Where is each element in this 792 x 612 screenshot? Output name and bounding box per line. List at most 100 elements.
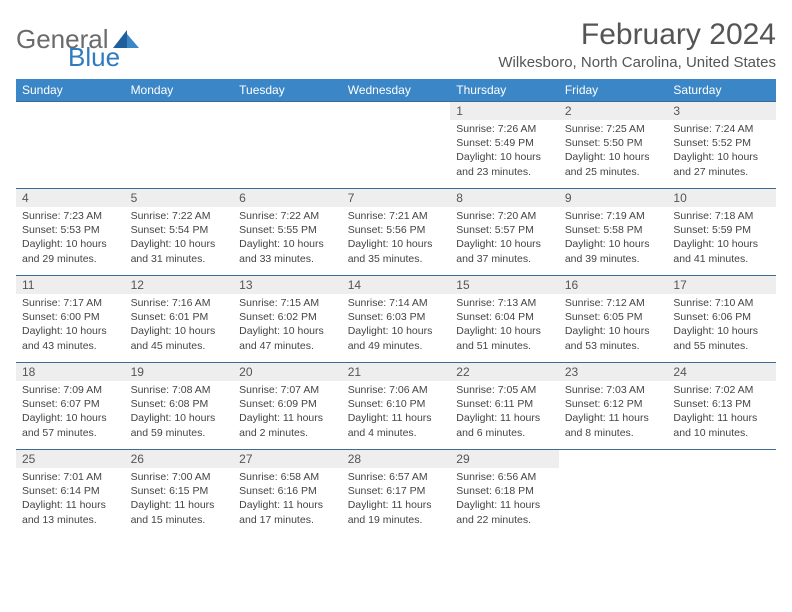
day-details: Sunrise: 7:08 AMSunset: 6:08 PMDaylight:… xyxy=(125,381,234,444)
day-header: Friday xyxy=(559,79,668,101)
sunset-text: Sunset: 5:53 PM xyxy=(22,223,119,237)
sunrise-text: Sunrise: 7:13 AM xyxy=(456,296,553,310)
daylight-text: Daylight: 10 hours and 41 minutes. xyxy=(673,237,770,265)
sunset-text: Sunset: 5:59 PM xyxy=(673,223,770,237)
logo: General Blue xyxy=(16,18,141,55)
day-cell: 10 Sunrise: 7:18 AMSunset: 5:59 PMDayligh… xyxy=(667,189,776,275)
day-number: 18 xyxy=(16,363,125,381)
day-cell xyxy=(342,102,451,188)
day-cell: 7Sunrise: 7:21 AMSunset: 5:56 PMDaylight… xyxy=(342,189,451,275)
day-cell: 21Sunrise: 7:06 AMSunset: 6:10 PMDayligh… xyxy=(342,363,451,449)
sunset-text: Sunset: 6:07 PM xyxy=(22,397,119,411)
sunrise-text: Sunrise: 7:26 AM xyxy=(456,122,553,136)
day-details: Sunrise: 7:15 AMSunset: 6:02 PMDaylight:… xyxy=(233,294,342,357)
day-details: Sunrise: 7:26 AMSunset: 5:49 PMDaylight:… xyxy=(450,120,559,183)
day-details: Sunrise: 7:10 AMSunset: 6:06 PMDaylight:… xyxy=(667,294,776,357)
daylight-text: Daylight: 10 hours and 35 minutes. xyxy=(348,237,445,265)
calendar-week: 4Sunrise: 7:23 AMSunset: 5:53 PMDaylight… xyxy=(16,188,776,275)
daylight-text: Daylight: 10 hours and 39 minutes. xyxy=(565,237,662,265)
day-details: Sunrise: 7:03 AMSunset: 6:12 PMDaylight:… xyxy=(559,381,668,444)
day-details: Sunrise: 7:07 AMSunset: 6:09 PMDaylight:… xyxy=(233,381,342,444)
day-cell: 16Sunrise: 7:12 AMSunset: 6:05 PMDayligh… xyxy=(559,276,668,362)
day-cell: 12Sunrise: 7:16 AMSunset: 6:01 PMDayligh… xyxy=(125,276,234,362)
day-header: Thursday xyxy=(450,79,559,101)
sunset-text: Sunset: 6:01 PM xyxy=(131,310,228,324)
sunrise-text: Sunrise: 7:06 AM xyxy=(348,383,445,397)
daylight-text: Daylight: 10 hours and 59 minutes. xyxy=(131,411,228,439)
day-number: 12 xyxy=(125,276,234,294)
day-cell xyxy=(667,450,776,536)
day-cell xyxy=(559,450,668,536)
daylight-text: Daylight: 10 hours and 31 minutes. xyxy=(131,237,228,265)
daylight-text: Daylight: 11 hours and 15 minutes. xyxy=(131,498,228,526)
day-cell: 5Sunrise: 7:22 AMSunset: 5:54 PMDaylight… xyxy=(125,189,234,275)
sunset-text: Sunset: 6:05 PM xyxy=(565,310,662,324)
sunset-text: Sunset: 6:06 PM xyxy=(673,310,770,324)
daylight-text: Daylight: 11 hours and 4 minutes. xyxy=(348,411,445,439)
daylight-text: Daylight: 10 hours and 43 minutes. xyxy=(22,324,119,352)
day-details: Sunrise: 7:12 AMSunset: 6:05 PMDaylight:… xyxy=(559,294,668,357)
sunset-text: Sunset: 6:17 PM xyxy=(348,484,445,498)
sunrise-text: Sunrise: 7:18 AM xyxy=(673,209,770,223)
day-details: Sunrise: 7:24 AMSunset: 5:52 PMDaylight:… xyxy=(667,120,776,183)
day-details: Sunrise: 7:20 AMSunset: 5:57 PMDaylight:… xyxy=(450,207,559,270)
calendar-grid: SundayMondayTuesdayWednesdayThursdayFrid… xyxy=(16,79,776,536)
sunrise-text: Sunrise: 7:24 AM xyxy=(673,122,770,136)
day-number: 20 xyxy=(233,363,342,381)
day-cell: 23Sunrise: 7:03 AMSunset: 6:12 PMDayligh… xyxy=(559,363,668,449)
day-details: Sunrise: 7:06 AMSunset: 6:10 PMDaylight:… xyxy=(342,381,451,444)
sunrise-text: Sunrise: 7:14 AM xyxy=(348,296,445,310)
day-number: 2 xyxy=(559,102,668,120)
day-cell: 9Sunrise: 7:19 AMSunset: 5:58 PMDaylight… xyxy=(559,189,668,275)
day-details: Sunrise: 7:02 AMSunset: 6:13 PMDaylight:… xyxy=(667,381,776,444)
day-number: 8 xyxy=(450,189,559,207)
day-cell: 26Sunrise: 7:00 AMSunset: 6:15 PMDayligh… xyxy=(125,450,234,536)
day-number: 10 xyxy=(667,189,776,207)
sunrise-text: Sunrise: 7:22 AM xyxy=(239,209,336,223)
day-details: Sunrise: 7:00 AMSunset: 6:15 PMDaylight:… xyxy=(125,468,234,531)
day-cell: 6Sunrise: 7:22 AMSunset: 5:55 PMDaylight… xyxy=(233,189,342,275)
day-number: 3 xyxy=(667,102,776,120)
daylight-text: Daylight: 10 hours and 55 minutes. xyxy=(673,324,770,352)
daylight-text: Daylight: 10 hours and 29 minutes. xyxy=(22,237,119,265)
daylight-text: Daylight: 11 hours and 13 minutes. xyxy=(22,498,119,526)
day-header: Monday xyxy=(125,79,234,101)
day-details: Sunrise: 6:58 AMSunset: 6:16 PMDaylight:… xyxy=(233,468,342,531)
day-cell: 8Sunrise: 7:20 AMSunset: 5:57 PMDaylight… xyxy=(450,189,559,275)
calendar-week: 25Sunrise: 7:01 AMSunset: 6:14 PMDayligh… xyxy=(16,449,776,536)
day-number: 4 xyxy=(16,189,125,207)
sunset-text: Sunset: 5:54 PM xyxy=(131,223,228,237)
day-number: 6 xyxy=(233,189,342,207)
daylight-text: Daylight: 11 hours and 19 minutes. xyxy=(348,498,445,526)
sunrise-text: Sunrise: 7:12 AM xyxy=(565,296,662,310)
day-details: Sunrise: 7:05 AMSunset: 6:11 PMDaylight:… xyxy=(450,381,559,444)
day-headers-row: SundayMondayTuesdayWednesdayThursdayFrid… xyxy=(16,79,776,101)
day-number: 7 xyxy=(342,189,451,207)
sunrise-text: Sunrise: 7:19 AM xyxy=(565,209,662,223)
sunrise-text: Sunrise: 6:58 AM xyxy=(239,470,336,484)
sunrise-text: Sunrise: 7:10 AM xyxy=(673,296,770,310)
day-cell: 4 Sunrise: 7:23 AMSunset: 5:53 PMDaylight… xyxy=(16,189,125,275)
day-number: 14 xyxy=(342,276,451,294)
day-details: Sunrise: 7:14 AMSunset: 6:03 PMDaylight:… xyxy=(342,294,451,357)
sunrise-text: Sunrise: 7:03 AM xyxy=(565,383,662,397)
sunset-text: Sunset: 6:14 PM xyxy=(22,484,119,498)
sunset-text: Sunset: 6:03 PM xyxy=(348,310,445,324)
day-header: Tuesday xyxy=(233,79,342,101)
sunset-text: Sunset: 5:49 PM xyxy=(456,136,553,150)
day-cell: 28Sunrise: 6:57 AMSunset: 6:17 PMDayligh… xyxy=(342,450,451,536)
day-header: Wednesday xyxy=(342,79,451,101)
sunrise-text: Sunrise: 7:17 AM xyxy=(22,296,119,310)
sunrise-text: Sunrise: 6:57 AM xyxy=(348,470,445,484)
day-header: Sunday xyxy=(16,79,125,101)
day-number: 19 xyxy=(125,363,234,381)
sunset-text: Sunset: 6:02 PM xyxy=(239,310,336,324)
day-number: 27 xyxy=(233,450,342,468)
day-number: 5 xyxy=(125,189,234,207)
daylight-text: Daylight: 10 hours and 53 minutes. xyxy=(565,324,662,352)
sunrise-text: Sunrise: 7:01 AM xyxy=(22,470,119,484)
daylight-text: Daylight: 10 hours and 37 minutes. xyxy=(456,237,553,265)
sunrise-text: Sunrise: 7:23 AM xyxy=(22,209,119,223)
calendar-week: 11Sunrise: 7:17 AMSunset: 6:00 PMDayligh… xyxy=(16,275,776,362)
sunset-text: Sunset: 6:00 PM xyxy=(22,310,119,324)
